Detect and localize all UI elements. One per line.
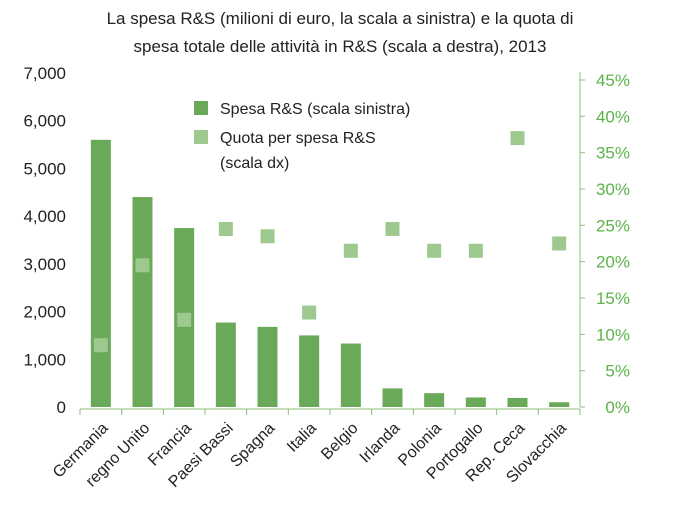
right-tick-label: 10% — [596, 325, 630, 344]
legend: Spesa R&S (scala sinistra) Quota per spes… — [194, 101, 410, 172]
bar — [299, 335, 320, 407]
left-tick-label: 4,000 — [23, 207, 66, 226]
legend-swatch — [194, 101, 208, 115]
bar — [90, 139, 111, 408]
bar — [507, 397, 528, 407]
quota-marker — [302, 305, 317, 320]
chart-title-line-2: spesa totale delle attività in R&S (scal… — [134, 37, 547, 56]
quota-marker — [218, 221, 233, 236]
quota-marker — [552, 236, 567, 251]
bar — [340, 343, 361, 407]
bar-series — [90, 139, 570, 408]
left-tick-label: 6,000 — [23, 112, 66, 131]
quota-marker — [260, 229, 275, 244]
bar — [549, 402, 570, 407]
bar — [215, 322, 236, 407]
quota-marker — [135, 258, 150, 273]
right-tick-label: 0% — [605, 398, 630, 417]
right-tick-label: 35% — [596, 144, 630, 163]
right-tick-label: 15% — [596, 289, 630, 308]
left-tick-label: 3,000 — [23, 255, 66, 274]
legend-swatch — [194, 130, 208, 144]
bar — [257, 326, 278, 407]
left-tick-label: 2,000 — [23, 303, 66, 322]
x-tick-label: Belgio — [318, 420, 362, 464]
left-tick-label: 1,000 — [23, 350, 66, 369]
right-tick-label: 25% — [596, 216, 630, 235]
quota-marker — [93, 338, 108, 353]
right-tick-label: 30% — [596, 180, 630, 199]
quota-marker — [385, 221, 400, 236]
right-tick-label: 45% — [596, 71, 630, 90]
left-tick-label: 7,000 — [23, 64, 66, 83]
quota-marker — [177, 312, 192, 327]
bar — [132, 197, 153, 407]
quota-marker — [468, 243, 483, 258]
right-tick-label: 5% — [605, 362, 630, 381]
bar — [465, 397, 486, 407]
legend-label: (scala dx) — [220, 155, 289, 172]
bar — [382, 388, 403, 407]
quota-marker — [510, 131, 525, 146]
right-tick-label: 20% — [596, 253, 630, 272]
x-tick-label: Spagna — [227, 420, 278, 471]
quota-marker — [427, 243, 442, 258]
legend-label: Quota per spesa R&S — [220, 130, 376, 147]
left-tick-label: 0 — [57, 398, 66, 417]
marker-series — [93, 131, 567, 353]
left-y-axis: 0 1,000 2,000 3,000 4,000 5,000 6,000 7,000 — [23, 64, 66, 417]
chart-title-line-1: La spesa R&S (milioni di euro, la scala … — [107, 9, 574, 28]
bar — [424, 393, 445, 407]
right-tick-label: 40% — [596, 107, 630, 126]
left-tick-label: 5,000 — [23, 159, 66, 178]
x-tick-label: Italia — [284, 420, 320, 456]
quota-marker — [343, 243, 358, 258]
right-y-axis: 0% 5% 10% 15% 20% 25% 30% 35% 40% 45% — [579, 71, 630, 417]
chart-title: La spesa R&S (milioni di euro, la scala … — [107, 9, 574, 56]
legend-label: Spesa R&S (scala sinistra) — [220, 101, 410, 118]
